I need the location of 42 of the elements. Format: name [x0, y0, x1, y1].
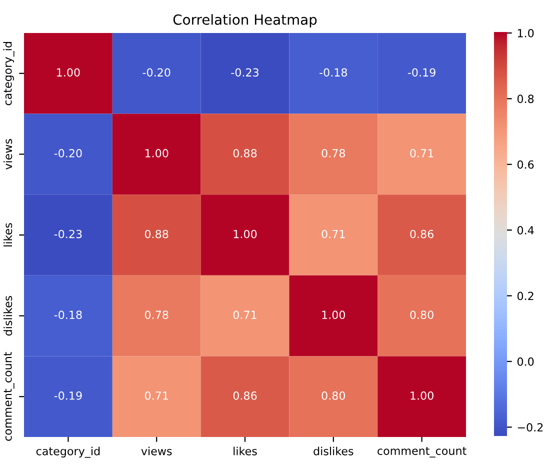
data-label: 0.78 [322, 149, 346, 158]
color-bar-label: 0.6 [517, 160, 534, 169]
color-bar-label: 0.4 [517, 226, 534, 234]
color-bar-label: 0.8 [517, 94, 534, 104]
data-label: -0.18 [320, 68, 348, 77]
data-label: 0.71 [144, 391, 168, 400]
x-tick-label: comment_count [378, 447, 466, 458]
data-label: 0.86 [410, 230, 434, 238]
data-label: -0.23 [54, 230, 82, 238]
data-label: 0.71 [322, 230, 345, 238]
data-label: 1.00 [57, 68, 80, 77]
data-label: 0.86 [233, 391, 257, 400]
data-label: 0.78 [144, 310, 168, 320]
data-label: 1.00 [234, 230, 257, 238]
x-tick-label: views [141, 446, 172, 456]
x-tick-label: likes [234, 446, 257, 456]
data-label: 1.00 [145, 149, 168, 158]
y-tick-label: views [4, 139, 12, 170]
data-label: 1.00 [410, 391, 434, 400]
data-label: 0.71 [233, 310, 256, 320]
data-label: 0.80 [410, 310, 434, 320]
color-bar-label: 1.0 [518, 28, 534, 38]
data-label: 0.80 [322, 391, 346, 400]
data-label: -0.20 [142, 68, 170, 77]
y-tick-label: dislikes [4, 296, 12, 336]
data-label: -0.18 [54, 310, 82, 320]
data-label: -0.19 [54, 391, 82, 400]
data-label: -0.23 [231, 68, 258, 77]
data-label: 1.00 [322, 310, 346, 320]
chart-title: Correlation Heatmap [173, 14, 317, 28]
y-tick-label: likes [4, 223, 12, 246]
data-label: 0.88 [233, 149, 257, 158]
x-tick-label: category_id [36, 446, 100, 458]
color-bar-label: 0.2 [517, 292, 534, 300]
data-label: 0.71 [410, 149, 434, 158]
data-label: 0.88 [144, 230, 168, 238]
y-tick-label: category_id [3, 42, 14, 106]
data-label: -0.19 [408, 68, 436, 77]
color-bar-label: 0.0 [517, 357, 534, 366]
color-bar-label: −0.2 [518, 423, 543, 432]
data-label: -0.20 [54, 149, 82, 158]
x-tick-label: dislikes [314, 446, 354, 456]
